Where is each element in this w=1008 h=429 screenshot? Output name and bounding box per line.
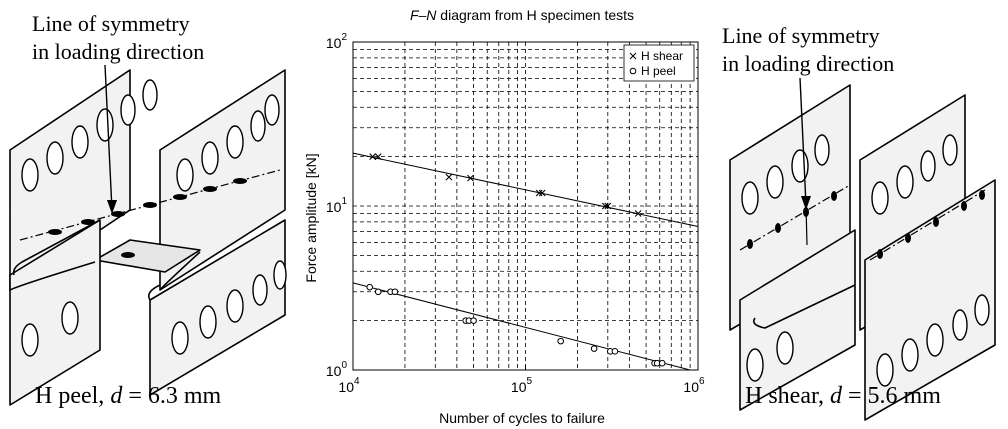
h-shear-caption-var: d — [830, 383, 843, 409]
h-peel-caption-var: d — [110, 383, 123, 409]
right-annotation-line1: Line of symmetry — [722, 23, 880, 48]
h-peel-panel: Line of symmetry in loading direction — [0, 0, 300, 429]
h-shear-specimen-drawing — [729, 77, 996, 421]
h-shear-panel: Line of symmetry in loading direction — [710, 0, 1008, 429]
fit-line-1 — [352, 282, 691, 371]
marker-stroke — [369, 153, 377, 161]
chart-data-points — [366, 153, 666, 367]
marker-stroke — [538, 189, 546, 197]
x-axis-label: Number of cycles to failure — [439, 410, 605, 426]
data-point-x-marker — [467, 174, 474, 182]
data-point-x-marker — [535, 189, 543, 197]
h-peel-caption: H peel, d = 6.3 mm — [35, 383, 221, 410]
fn-chart-panel: F–N diagram from H specimen tests 104 105… — [300, 0, 710, 429]
left-annotation-line2: in loading direction — [32, 39, 205, 64]
data-point-o-marker — [557, 337, 565, 345]
h-peel-specimen-drawing — [9, 64, 287, 406]
data-point-x-marker — [538, 189, 546, 197]
data-point-o-marker — [374, 288, 382, 296]
data-point-o-marker — [391, 288, 399, 296]
right-annotation-line2: in loading direction — [722, 51, 895, 76]
marker-stroke — [604, 202, 612, 210]
y-axis-label: Force amplitude [kN] — [303, 153, 319, 282]
data-point-o-marker — [658, 359, 666, 367]
data-point-x-marker — [601, 202, 609, 210]
data-point-o-marker — [611, 348, 619, 355]
h-shear-caption: H shear, d = 5.6 mm — [745, 383, 941, 410]
h-peel-caption-prefix: H peel, — [35, 383, 111, 409]
marker-stroke — [445, 173, 453, 181]
h-shear-caption-suffix: = 5.6 mm — [842, 383, 941, 409]
data-point-o-marker — [470, 317, 477, 324]
legend-o-marker — [629, 67, 637, 75]
fn-chart: F–N diagram from H specimen tests 104 105… — [303, 7, 705, 426]
left-annotation-line1: Line of symmetry — [32, 11, 190, 36]
data-point-x-marker — [634, 210, 642, 217]
marker-stroke — [601, 202, 609, 210]
x-tick-label: 105 — [511, 376, 533, 395]
data-point-x-marker — [374, 153, 382, 161]
data-point-o-marker — [590, 345, 598, 352]
chart-title-rest: diagram from H specimen tests — [436, 7, 634, 23]
chart-title-italic: F–N — [410, 7, 437, 23]
h-peel-caption-suffix: = 6.3 mm — [122, 383, 222, 409]
marker-stroke — [374, 153, 382, 161]
marker-stroke — [634, 210, 642, 217]
data-point-x-marker — [604, 202, 612, 210]
data-point-o-marker — [366, 283, 374, 291]
x-tick-label: 104 — [338, 376, 360, 395]
legend-x-marker — [629, 52, 637, 60]
marker-stroke — [467, 174, 474, 182]
data-point-x-marker — [369, 153, 377, 161]
y-tick-label: 100 — [326, 360, 348, 379]
x-tick-label: 106 — [683, 376, 705, 395]
data-point-x-marker — [445, 173, 453, 181]
chart-grid — [353, 42, 698, 370]
chart-axis-ticks: 104 105 106 100 101 102 — [326, 32, 705, 395]
chart-fit-lines — [352, 152, 699, 371]
legend-label: H shear — [641, 49, 683, 63]
y-tick-label: 101 — [326, 196, 348, 215]
chart-title: F–N diagram from H specimen tests — [410, 7, 634, 23]
h-shear-caption-prefix: H shear, — [745, 383, 831, 409]
marker-stroke — [535, 189, 543, 197]
y-tick-label: 102 — [326, 32, 348, 51]
legend-label: H peel — [641, 64, 676, 78]
fit-line-0 — [352, 152, 699, 227]
legend-box — [623, 44, 695, 82]
